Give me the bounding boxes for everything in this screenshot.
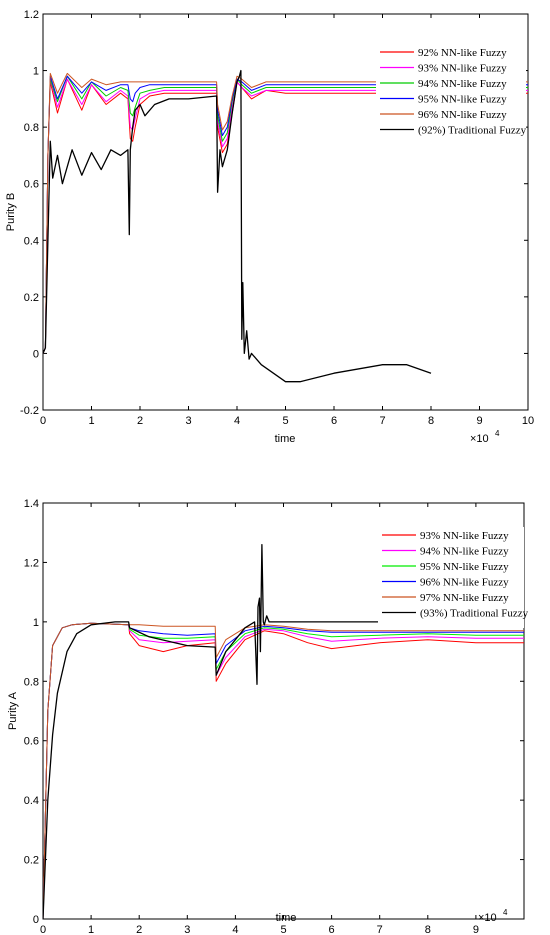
series-line-6	[43, 69, 432, 383]
y-tick-label: 0.4	[24, 795, 39, 807]
series-line-1	[43, 622, 524, 919]
x-tick-label: 1	[88, 924, 94, 935]
legend-entry-label: 93% NN-like Fuzzy	[418, 63, 507, 75]
x-tick-label: 5	[280, 924, 286, 935]
series-line-2	[43, 78, 528, 354]
y-tick-label: 0	[33, 348, 39, 360]
x-axis-multiplier-exponent: 4	[495, 429, 500, 438]
x-tick-label: 1	[88, 415, 94, 427]
y-tick-label: 1	[33, 66, 39, 78]
x-axis-label: time	[276, 912, 297, 924]
legend-entry-label: 94% NN-like Fuzzy	[420, 546, 509, 558]
x-tick-label: 8	[425, 924, 431, 935]
x-axis-label: time	[275, 433, 296, 445]
y-tick-label: 0.2	[24, 855, 39, 867]
x-tick-label: 9	[476, 415, 482, 427]
x-tick-label: 3	[184, 924, 190, 935]
legend-entry-label: (93%) Traditional Fuzzy	[420, 608, 529, 620]
y-tick-label: 1.2	[24, 557, 39, 569]
y-tick-label: 0	[33, 914, 39, 926]
legend-box	[376, 44, 526, 145]
x-tick-label: 0	[40, 924, 46, 935]
legend: 93% NN-like Fuzzy 94% NN-like Fuzzy 95% NN…	[378, 527, 529, 628]
x-tick-label: 7	[379, 415, 385, 427]
y-tick-label: 0.4	[24, 235, 39, 247]
x-tick-label: 2	[137, 415, 143, 427]
legend-entry-label: 97% NN-like Fuzzy	[420, 592, 509, 604]
y-tick-label: 0.8	[24, 122, 39, 134]
series-line-3	[43, 622, 524, 919]
x-tick-label: 10	[522, 415, 534, 427]
legend-entry-label: 95% NN-like Fuzzy	[420, 561, 509, 573]
series-line-4	[43, 622, 524, 919]
y-tick-label: 1.2	[24, 9, 39, 21]
legend-entry-label: 94% NN-like Fuzzy	[418, 78, 507, 90]
legend-entry-label: 95% NN-like Fuzzy	[418, 94, 507, 106]
legend-box	[378, 527, 524, 628]
series-line-5	[43, 622, 524, 919]
y-tick-label: 0.8	[24, 676, 39, 688]
x-tick-label: 5	[282, 415, 288, 427]
x-tick-label: 0	[40, 415, 46, 427]
series-group	[43, 69, 528, 383]
y-tick-label: 0.2	[24, 292, 39, 304]
legend-entry-label: 96% NN-like Fuzzy	[418, 109, 507, 121]
x-tick-label: 2	[136, 924, 142, 935]
series-line-4	[43, 75, 528, 354]
y-tick-label: 0.6	[24, 736, 39, 748]
x-axis-multiplier-exponent: 4	[503, 908, 508, 917]
x-tick-label: 8	[428, 415, 434, 427]
series-line-6	[43, 543, 428, 919]
x-tick-label: 6	[331, 415, 337, 427]
y-tick-label: 1.4	[24, 498, 39, 510]
legend-entry-label: (92%) Traditional Fuzzy	[418, 125, 527, 137]
chart-b: 0 1 2 3 4 5 6 7 8 9 10-0.200.20.40.60.811.2timePur…	[5, 9, 534, 445]
x-tick-label: 7	[377, 924, 383, 935]
y-tick-label: 1	[33, 617, 39, 629]
x-tick-label: 4	[232, 924, 238, 935]
y-tick-label: 0.6	[24, 179, 39, 191]
x-axis-multiplier: ×10	[470, 433, 489, 445]
x-axis-multiplier: ×10	[478, 912, 497, 924]
y-axis-label: Purity A	[7, 691, 19, 730]
x-tick-label: 6	[329, 924, 335, 935]
series-group	[43, 543, 524, 919]
y-tick-label: -0.2	[20, 405, 39, 417]
series-line-5	[43, 72, 528, 354]
legend: 92% NN-like Fuzzy 93% NN-like Fuzzy 94% NN…	[376, 44, 527, 145]
legend-entry-label: 96% NN-like Fuzzy	[420, 577, 509, 589]
chart-a: 0 1 2 3 4 5 6 7 8 9 0 0.2 0.4 0.6 0.8 1 1.2 1.4 time Purity…	[7, 498, 529, 935]
legend-entry-label: 92% NN-like Fuzzy	[418, 47, 507, 59]
legend-entry-label: 93% NN-like Fuzzy	[420, 530, 509, 542]
x-tick-label: 3	[185, 415, 191, 427]
series-line-2	[43, 622, 524, 919]
x-tick-label: 9	[473, 924, 479, 935]
x-tick-label: 4	[234, 415, 240, 427]
y-axis-label: Purity B	[5, 193, 17, 232]
